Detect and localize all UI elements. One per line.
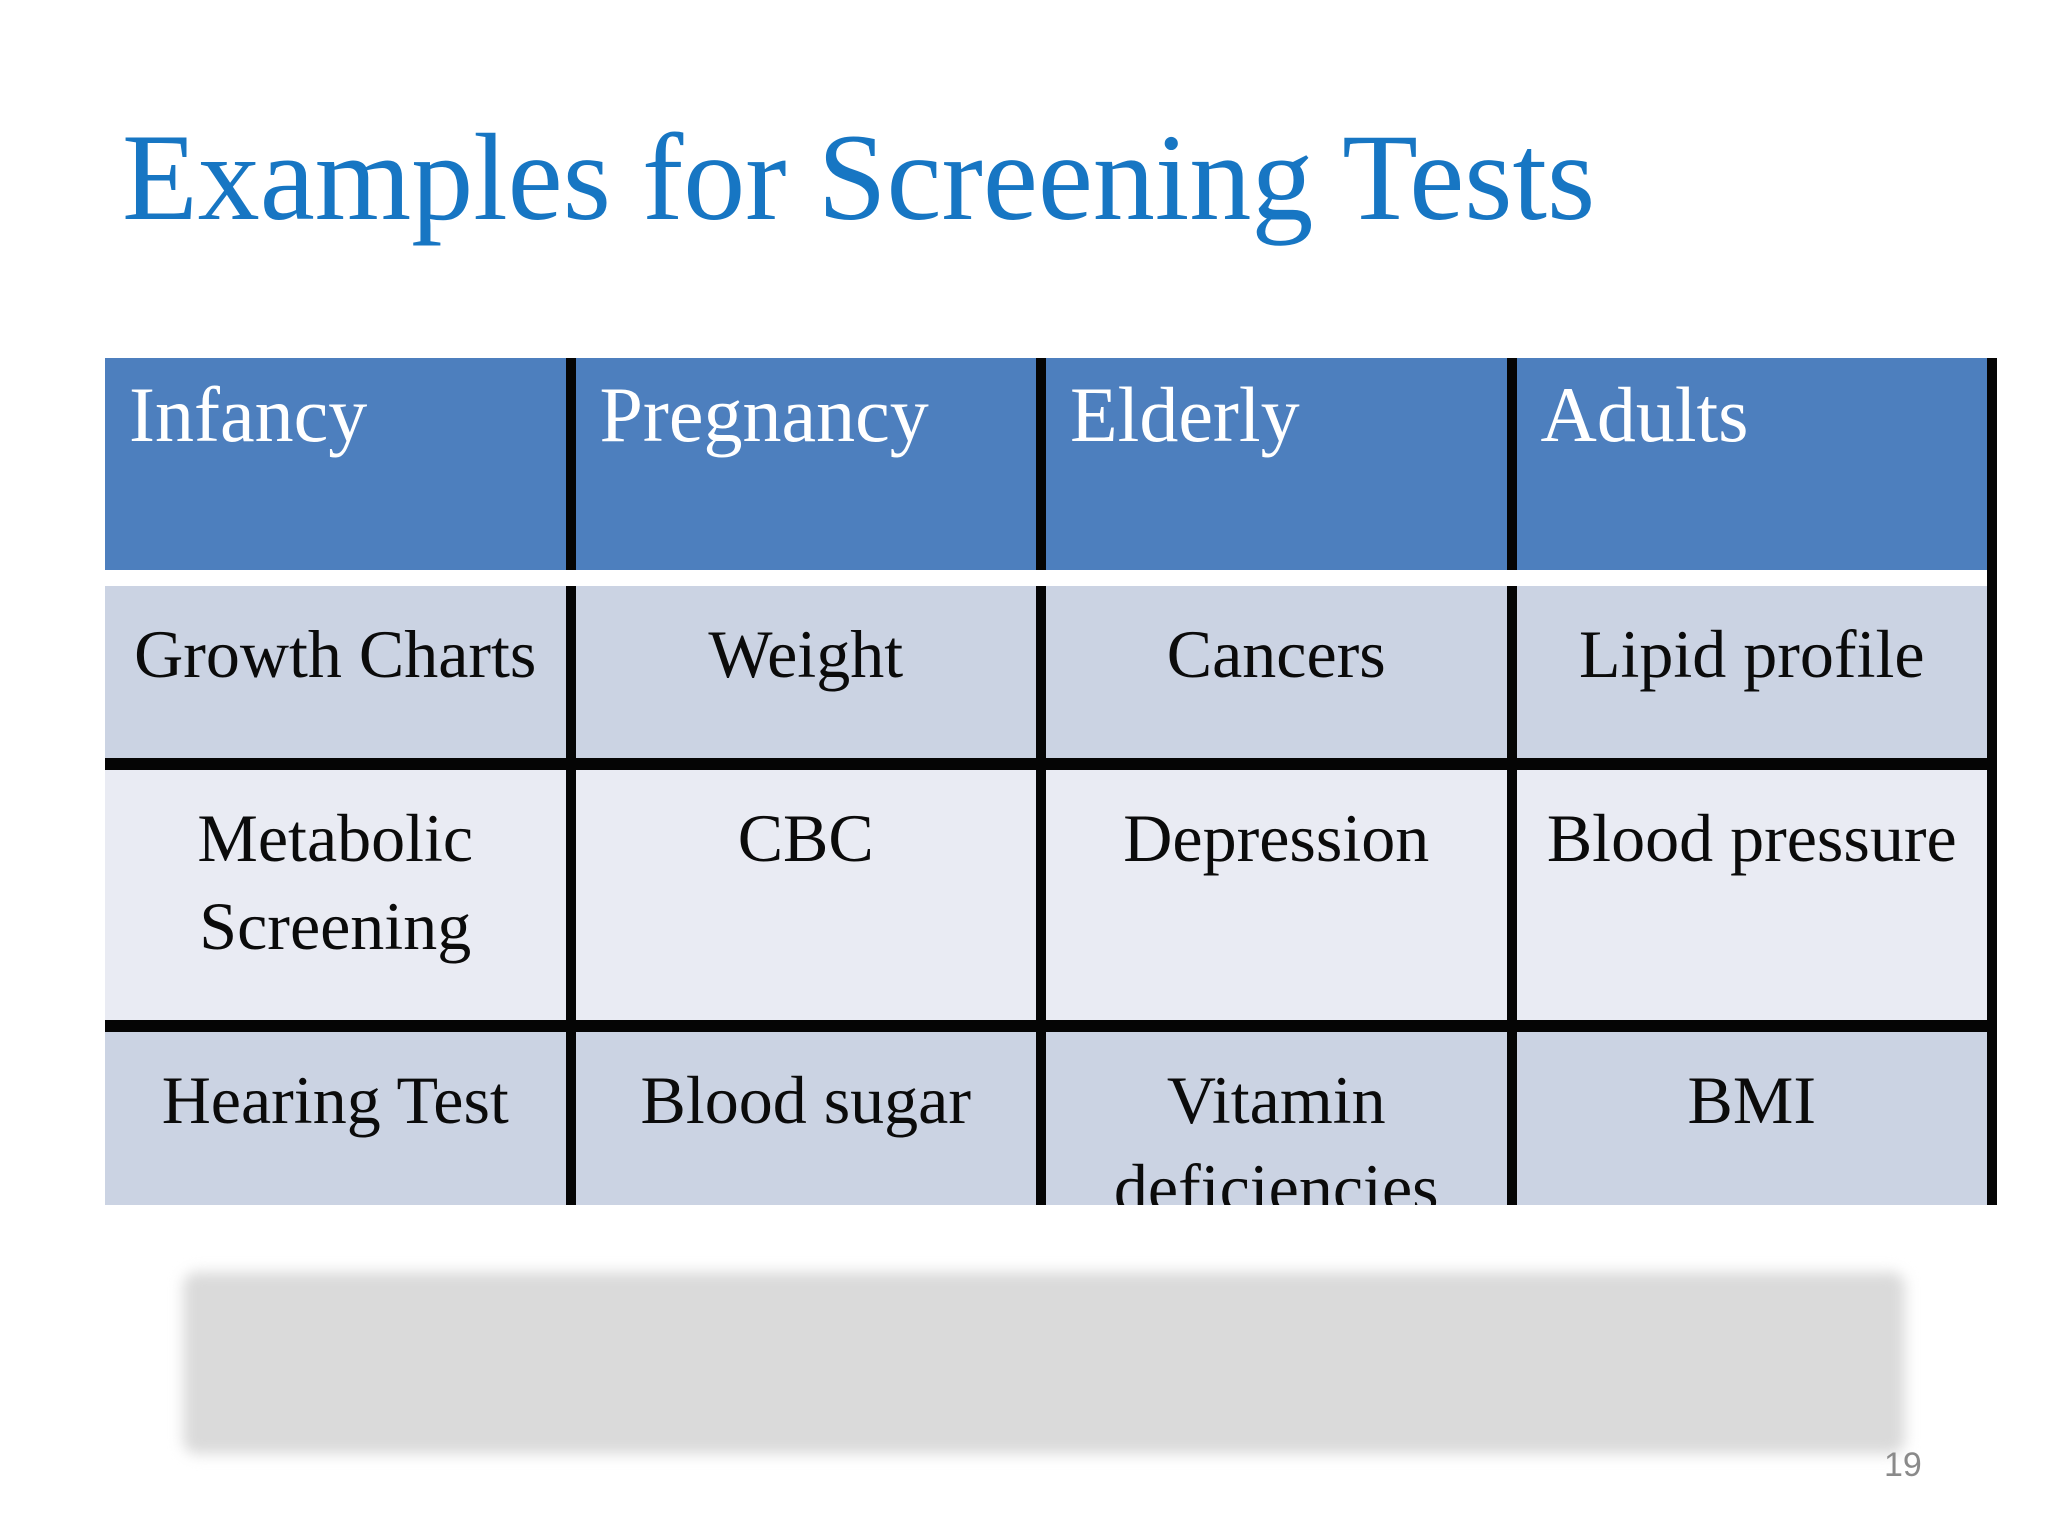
table-cell: Growth Charts: [105, 586, 576, 758]
header-gap: [105, 570, 1987, 586]
page-number: 19: [1884, 1446, 1922, 1484]
table-cell: BMI: [1516, 1020, 1987, 1205]
table-cell: Blood sugar: [575, 1020, 1046, 1205]
table-cell: Vitamin deficiencies: [1046, 1020, 1517, 1205]
empty-content-placeholder: [183, 1272, 1905, 1454]
table-cell: CBC: [575, 758, 1046, 1020]
table-cell: Blood pressure: [1516, 758, 1987, 1020]
column-header-pregnancy: Pregnancy: [575, 358, 1046, 570]
table-cell: Weight: [575, 586, 1046, 758]
table-cell: Hearing Test: [105, 1020, 576, 1205]
table-cell: Depression: [1046, 758, 1517, 1020]
table-cell: Lipid profile: [1516, 586, 1987, 758]
page-title: Examples for Screening Tests: [122, 109, 1596, 246]
column-header-adults: Adults: [1516, 358, 1987, 570]
table-cell: Metabolic Screening: [105, 758, 576, 1020]
column-header-infancy: Infancy: [105, 358, 576, 570]
screening-tests-table: Infancy Pregnancy Elderly Adults Growth …: [105, 358, 1997, 1205]
table-cell: Cancers: [1046, 586, 1517, 758]
column-header-elderly: Elderly: [1046, 358, 1517, 570]
